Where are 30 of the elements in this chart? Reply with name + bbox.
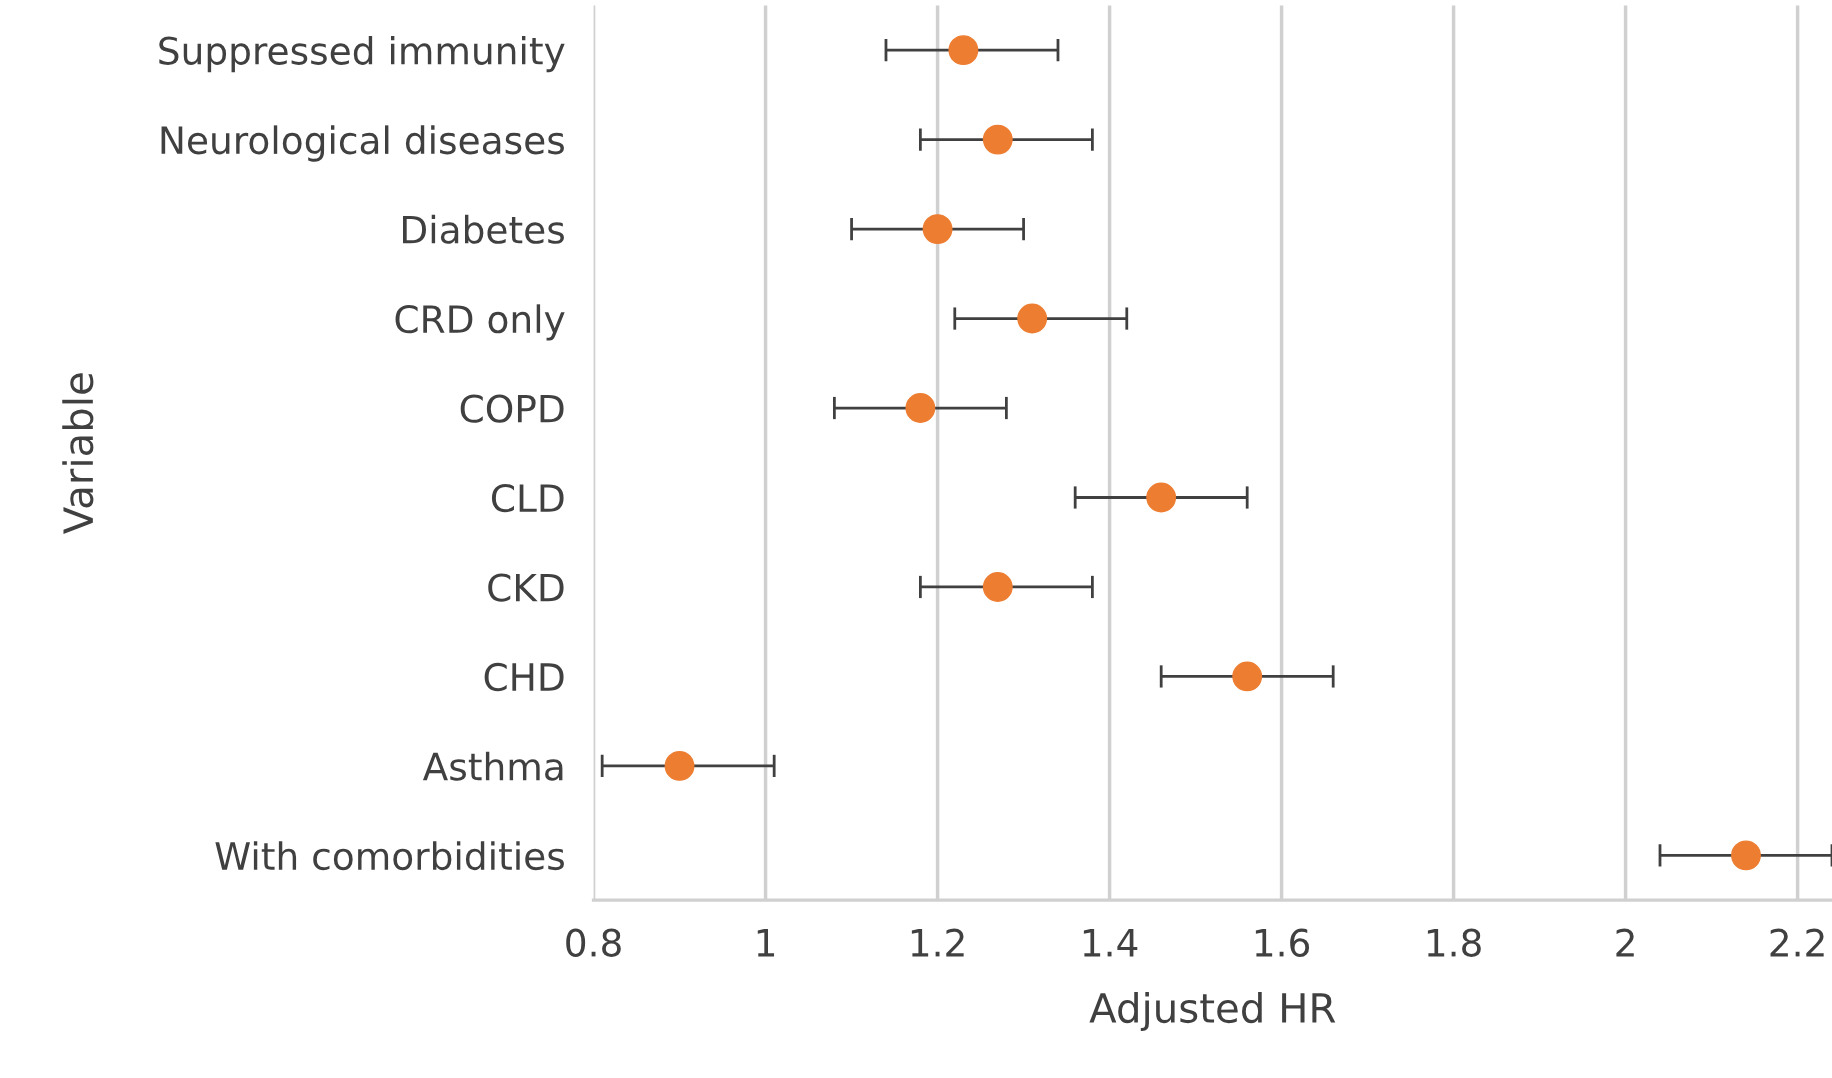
point <box>1232 661 1263 692</box>
point <box>1146 482 1177 513</box>
x-tick-label: 1 <box>757 929 775 957</box>
x-tick-label: 0.8 <box>566 928 621 957</box>
x-tick-label: 1.4 <box>1083 929 1138 957</box>
point <box>1731 840 1761 871</box>
y-tick-label: With comorbidities <box>215 841 564 871</box>
y-tick-label: Diabetes <box>403 214 564 244</box>
y-tick-label: Suppressed immunity <box>159 35 565 73</box>
y-tick-label: COPD <box>460 394 564 423</box>
y-tick-label: Neurological diseases <box>161 125 564 162</box>
point <box>922 214 953 245</box>
point <box>1017 303 1048 334</box>
x-tick-label: 2.2 <box>1770 928 1824 957</box>
y-axis-title: Variable <box>62 373 94 534</box>
x-tick-label: 1.8 <box>1427 928 1481 957</box>
y-tick-label: Asthma <box>422 751 563 781</box>
x-tick-label: 1.6 <box>1255 928 1310 957</box>
point <box>948 35 979 66</box>
x-axis-title: Adjusted HR <box>1089 991 1336 1031</box>
x-tick-label: 1.2 <box>911 928 964 957</box>
y-tick-label: CRD only <box>395 304 565 341</box>
y-tick-label: CHD <box>484 662 564 692</box>
point <box>982 124 1013 155</box>
y-tick-label: CKD <box>488 573 564 602</box>
y-tick-label: CLD <box>491 483 564 513</box>
point <box>905 393 936 423</box>
x-tick-label: 2 <box>1616 928 1634 957</box>
point <box>982 572 1013 602</box>
point <box>664 750 695 781</box>
